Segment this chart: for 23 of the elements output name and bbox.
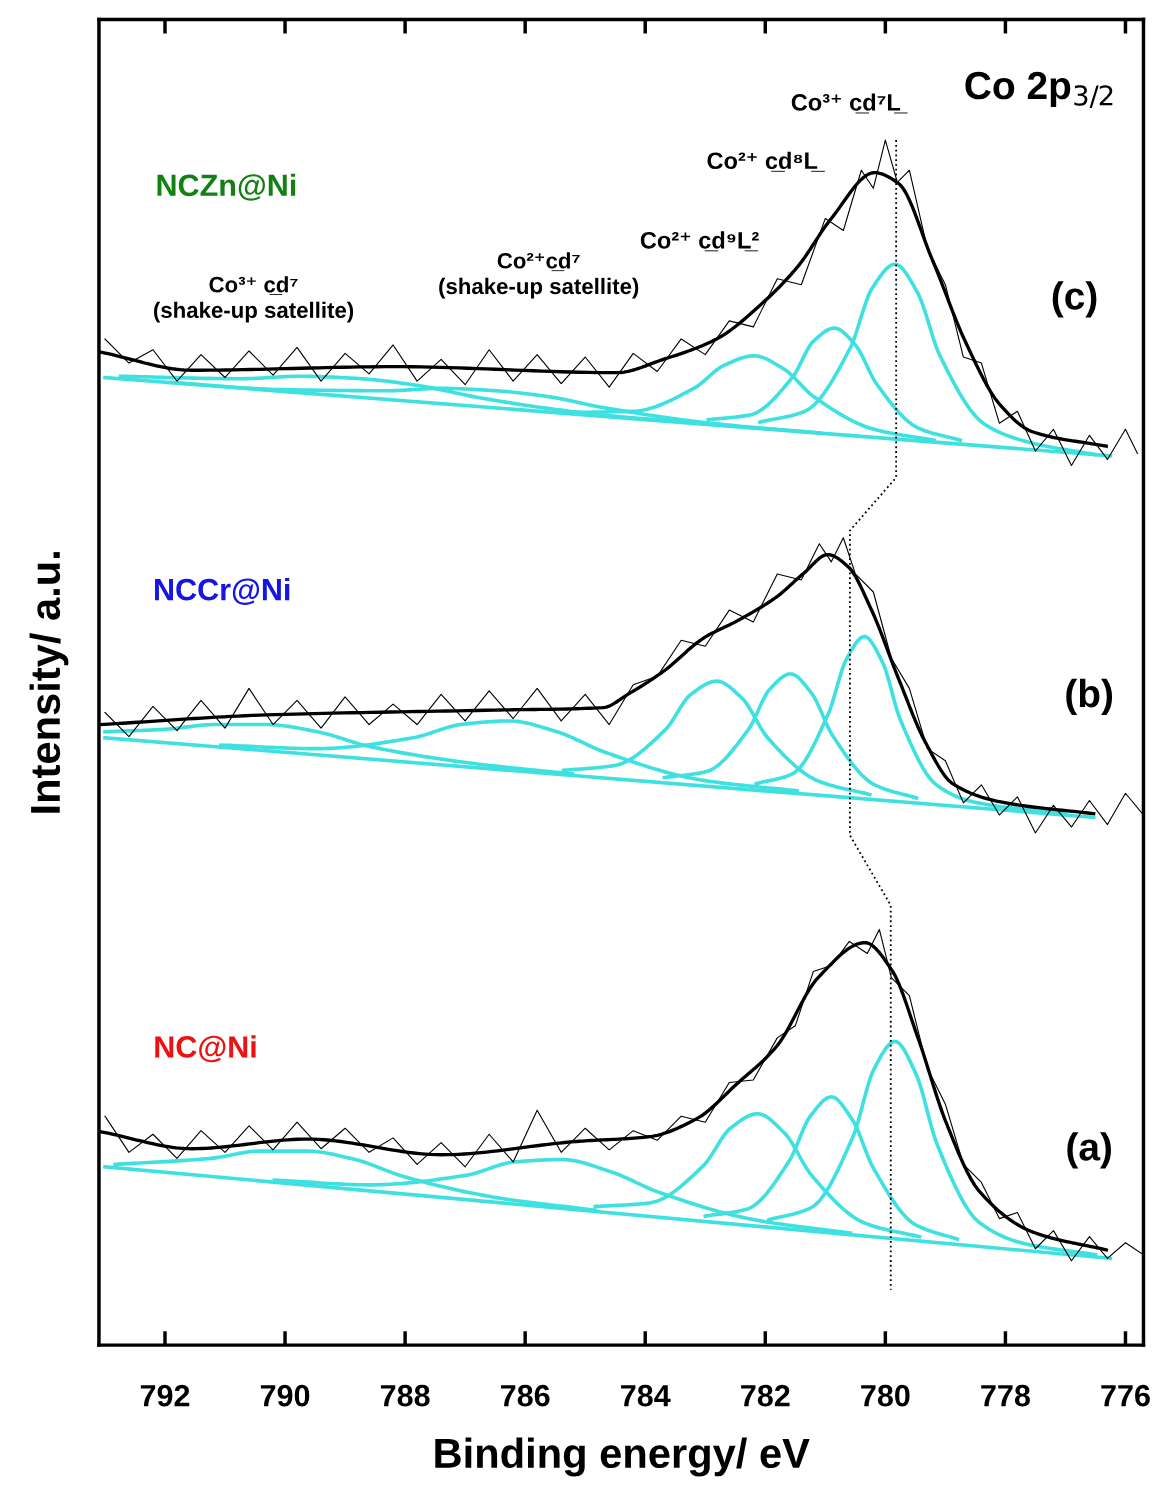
x-tick-label: 782 <box>741 1384 790 1407</box>
x-tick-label: 784 <box>621 1384 671 1407</box>
x-tick-label: 790 <box>260 1384 310 1407</box>
annotation: (a) <box>1067 1132 1111 1169</box>
y-axis-title: Intensity/ a.u. <box>29 552 69 813</box>
annotation: Co²⁺ c̲d⁹L̲² <box>640 231 759 252</box>
annotation: Co²⁺c̲d⁷ (shake-up satellite) <box>439 252 639 299</box>
x-tick-label: 786 <box>500 1384 550 1407</box>
annotation: NCCr@Ni <box>155 577 290 605</box>
annotation: (b) <box>1066 678 1113 716</box>
x-tick-label: 776 <box>1101 1384 1150 1407</box>
annotation: (c) <box>1052 281 1097 318</box>
x-tick-label: 778 <box>981 1384 1030 1407</box>
x-tick-label: 780 <box>861 1384 910 1407</box>
annotation: Co³⁺ c̲d⁷ (shake-up satellite) <box>154 276 354 323</box>
annotation: Co²⁺ c̲d⁸L̲ <box>707 151 825 172</box>
x-axis-title: Binding energy/ eV <box>435 1437 810 1477</box>
x-tick-label: 792 <box>140 1384 190 1407</box>
text: Co³⁺ c̲d⁷L̲ <box>791 93 908 114</box>
annotation: NCZn@Ni <box>157 173 296 201</box>
text: Co 2p$_{3/2}$ <box>965 71 1113 108</box>
annotation: NC@Ni <box>155 1035 256 1063</box>
x-tick-label: 788 <box>380 1384 430 1407</box>
